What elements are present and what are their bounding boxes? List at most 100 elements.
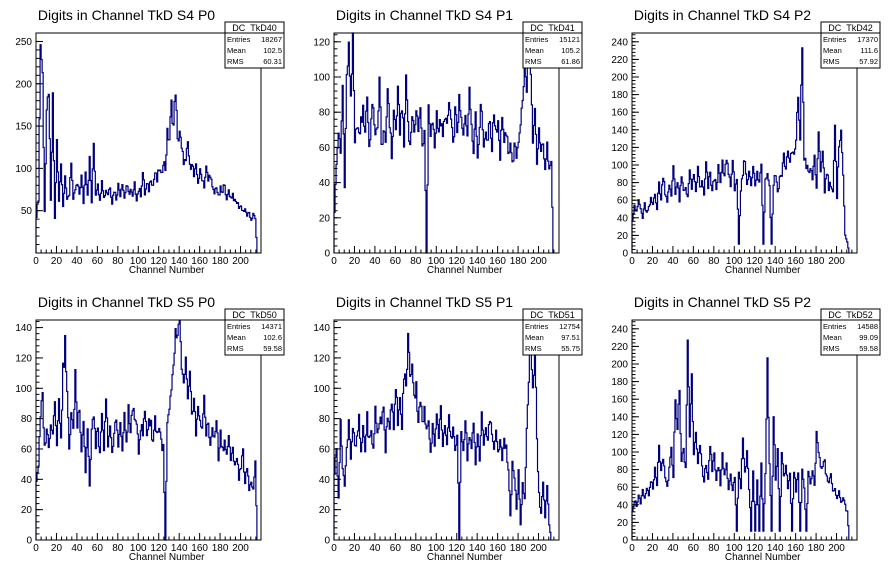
- x-tick-label: 120: [150, 543, 167, 554]
- y-tick-label: 20: [617, 231, 629, 242]
- x-tick-label: 20: [349, 256, 361, 267]
- x-tick-label: 60: [688, 543, 700, 554]
- x-tick-label: 60: [92, 256, 104, 267]
- stats-name: DC_TkD50: [232, 310, 277, 320]
- x-tick-label: 40: [667, 256, 679, 267]
- x-tick-label: 180: [510, 543, 527, 554]
- y-tick-label: 20: [319, 505, 331, 516]
- y-tick-label: 150: [15, 122, 32, 133]
- x-tick-label: 0: [33, 543, 39, 554]
- y-tick-label: 120: [611, 430, 628, 441]
- x-tick-label: 80: [410, 256, 422, 267]
- y-tick-label: 120: [15, 353, 32, 364]
- y-tick-label: 220: [611, 342, 628, 353]
- chart-title: Digits in Channel TkD S4 P1: [336, 7, 513, 23]
- x-tick-label: 60: [390, 256, 402, 267]
- y-tick-label: 220: [611, 55, 628, 66]
- x-tick-label: 80: [112, 256, 124, 267]
- x-tick-label: 40: [71, 543, 83, 554]
- x-tick-label: 140: [171, 256, 188, 267]
- x-tick-label: 120: [448, 543, 465, 554]
- y-tick-label: 240: [611, 324, 628, 335]
- x-tick-label: 180: [510, 256, 527, 267]
- x-tick-label: 100: [726, 543, 743, 554]
- stats-value: 55.75: [561, 344, 580, 353]
- stats-box: [820, 21, 881, 69]
- x-tick-label: 20: [647, 256, 659, 267]
- stats-value: 105.2: [561, 46, 580, 55]
- x-tick-label: 200: [232, 256, 249, 267]
- stats-box: [224, 308, 285, 356]
- histogram-series: [631, 47, 850, 253]
- y-tick-label: 60: [319, 444, 331, 455]
- y-tick-label: 0: [324, 536, 330, 547]
- x-tick-label: 0: [331, 256, 337, 267]
- y-tick-label: 160: [611, 395, 628, 406]
- y-tick-label: 140: [15, 323, 32, 334]
- y-tick-label: 200: [15, 79, 32, 90]
- stats-key: RMS: [525, 344, 542, 353]
- y-tick-label: 160: [611, 108, 628, 119]
- y-tick-label: 180: [611, 90, 628, 101]
- y-tick-label: 140: [313, 323, 330, 334]
- x-tick-label: 160: [489, 543, 506, 554]
- stats-key: Entries: [525, 35, 549, 44]
- x-tick-label: 40: [369, 543, 381, 554]
- x-tick-label: 100: [726, 256, 743, 267]
- x-axis-label: Channel Number: [427, 552, 503, 563]
- y-tick-label: 100: [611, 161, 628, 172]
- stats-value: 99.09: [859, 333, 878, 342]
- x-tick-label: 200: [232, 543, 249, 554]
- x-tick-label: 160: [191, 543, 208, 554]
- x-tick-label: 60: [92, 543, 104, 554]
- stats-key: RMS: [227, 57, 244, 66]
- y-tick-label: 120: [313, 353, 330, 364]
- y-tick-label: 100: [313, 73, 330, 84]
- y-tick-label: 40: [319, 178, 331, 189]
- chart-title: Digits in Channel TkD S4 P2: [634, 7, 811, 23]
- x-tick-label: 200: [828, 256, 845, 267]
- x-tick-label: 0: [629, 543, 635, 554]
- stats-box: [224, 21, 285, 69]
- y-tick-label: 40: [617, 500, 629, 511]
- x-tick-label: 120: [746, 256, 763, 267]
- x-tick-label: 0: [629, 256, 635, 267]
- x-tick-label: 60: [688, 256, 700, 267]
- stats-key: RMS: [525, 57, 542, 66]
- stats-value: 14371: [261, 322, 282, 331]
- stats-box: [522, 21, 583, 69]
- y-tick-label: 100: [313, 384, 330, 395]
- stats-key: Entries: [823, 35, 847, 44]
- histogram-panel-5: Digits in Channel TkD S5 P20 20 40 60 80 100 1…: [611, 294, 881, 563]
- stats-key: Mean: [823, 46, 842, 55]
- x-tick-label: 160: [787, 256, 804, 267]
- stats-key: RMS: [227, 344, 244, 353]
- histogram-series: [631, 339, 850, 540]
- x-tick-label: 20: [51, 543, 63, 554]
- stats-key: Entries: [823, 322, 847, 331]
- histogram-panel-4: Digits in Channel TkD S5 P10 20 40 60 80 100 1…: [313, 294, 583, 563]
- x-tick-label: 20: [51, 256, 63, 267]
- x-tick-label: 100: [428, 543, 445, 554]
- stats-box: [522, 308, 583, 356]
- stats-key: Mean: [227, 46, 246, 55]
- stats-box: [820, 308, 881, 356]
- y-tick-label: 60: [617, 196, 629, 207]
- stats-value: 59.58: [263, 344, 282, 353]
- stats-value: 17370: [857, 35, 878, 44]
- histogram-series: [333, 327, 552, 541]
- y-tick-label: 140: [611, 412, 628, 423]
- y-tick-label: 0: [26, 536, 32, 547]
- x-tick-label: 40: [71, 256, 83, 267]
- y-tick-label: 20: [21, 505, 33, 516]
- y-tick-label: 200: [611, 360, 628, 371]
- y-tick-label: 20: [617, 518, 629, 529]
- y-tick-label: 100: [611, 448, 628, 459]
- histogram-panel-0: Digits in Channel TkD S4 P00 20 40 60 80 100 1…: [15, 7, 285, 276]
- x-tick-label: 140: [767, 543, 784, 554]
- stats-value: 61.86: [561, 57, 580, 66]
- x-tick-label: 40: [369, 256, 381, 267]
- x-tick-label: 200: [828, 543, 845, 554]
- stats-value: 102.5: [263, 46, 282, 55]
